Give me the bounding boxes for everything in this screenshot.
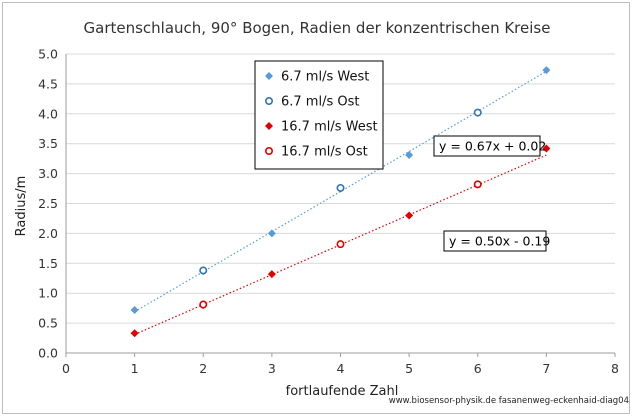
data-point <box>199 266 208 275</box>
legend-marker <box>265 72 273 80</box>
y-axis-label: Radius/m <box>14 176 29 237</box>
y-tick-label: 0.5 <box>38 316 58 331</box>
equation-labels: y = 0.67x + 0.02 y = 0.50x - 0.19 <box>433 135 550 252</box>
data-point <box>336 240 345 249</box>
x-tick-label: 5 <box>405 361 413 376</box>
x-tick-label: 6 <box>474 361 482 376</box>
y-tick-label: 5.0 <box>38 47 58 62</box>
data-point <box>199 300 208 309</box>
equation-label: y = 0.67x + 0.02 <box>439 139 546 154</box>
footer-credit: www.biosensor-physik.de fasanenweg-ecken… <box>389 396 629 406</box>
y-tick-label: 4.0 <box>38 106 58 121</box>
y-tick-label: 4.5 <box>38 76 58 91</box>
data-point <box>473 180 482 189</box>
y-tick-label: 2.5 <box>38 196 58 211</box>
legend-marker <box>264 97 273 106</box>
equation-label: y = 0.50x - 0.19 <box>449 234 550 249</box>
data-point <box>267 229 276 238</box>
y-tick-label: 3.0 <box>38 166 58 181</box>
y-tick-label: 0.0 <box>38 346 58 361</box>
y-tick-label: 3.5 <box>38 136 58 151</box>
legend-label: 6.7 ml/s Ost <box>281 95 359 110</box>
legend-box <box>254 60 384 170</box>
data-point <box>405 151 414 160</box>
legend: 6.7 ml/s West 6.7 ml/s Ost 16.7 ml/s West 1… <box>254 60 384 170</box>
legend-marker <box>265 122 273 130</box>
data-point <box>267 270 276 279</box>
y-tick-label: 1.0 <box>38 286 58 301</box>
data-point <box>542 66 551 75</box>
equation-box <box>433 135 541 157</box>
data-marks <box>130 66 551 338</box>
legend-marker <box>264 147 273 156</box>
data-point <box>473 108 482 117</box>
x-tick-label: 8 <box>611 361 619 376</box>
data-point <box>542 144 551 153</box>
data-point <box>130 305 139 314</box>
axes: 0.0 0.5 1.0 1.5 2.0 2.5 3.0 3.5 4.0 4.5 5.0 0 1 2 3 4 5 6… <box>38 47 619 377</box>
chart-svg: Gartenschlauch, 90° Bogen, Radien der ko… <box>14 19 629 406</box>
data-point <box>405 211 414 220</box>
x-tick-label: 1 <box>131 361 139 376</box>
legend-label: 6.7 ml/s West <box>281 70 369 85</box>
x-tick-label: 3 <box>268 361 276 376</box>
x-tick-label: 2 <box>199 361 207 376</box>
x-tick-label: 4 <box>337 361 345 376</box>
chart-title: Gartenschlauch, 90° Bogen, Radien der ko… <box>84 19 551 37</box>
data-point <box>336 183 345 192</box>
y-tick-label: 1.5 <box>38 256 58 271</box>
y-tick-label: 2.0 <box>38 226 58 241</box>
x-tick-label: 7 <box>542 361 550 376</box>
chart-frame: Gartenschlauch, 90° Bogen, Radien der ko… <box>2 2 630 414</box>
x-tick-label: 0 <box>62 361 70 376</box>
legend-label: 16.7 ml/s Ost <box>281 145 368 160</box>
x-axis-label: fortlaufende Zahl <box>286 384 399 399</box>
data-point <box>130 329 139 338</box>
equation-box <box>443 230 547 252</box>
legend-label: 16.7 ml/s West <box>281 120 378 135</box>
